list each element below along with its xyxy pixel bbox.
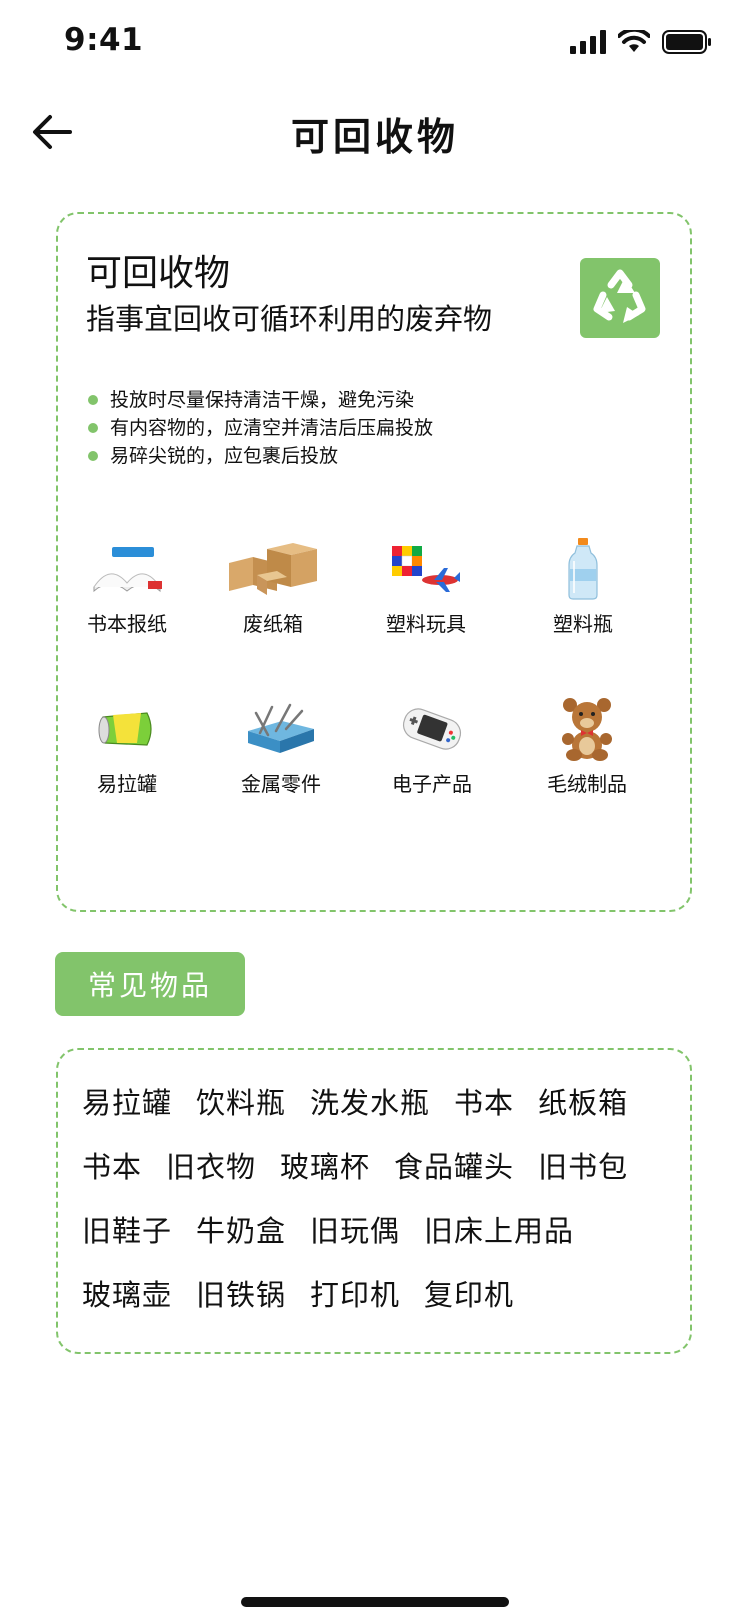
category-plastic-bottle[interactable]: 塑料瓶 [508,532,658,637]
tip-item: 投放时尽量保持清洁干燥，避免污染 [88,386,433,414]
card-subtitle: 指事宜回收可循环利用的废弃物 [86,302,493,336]
tip-item: 易碎尖锐的，应包裹后投放 [88,442,433,470]
item-chip[interactable]: 复印机 [424,1278,515,1312]
home-indicator[interactable] [241,1597,509,1607]
page-title: 可回收物 [290,115,459,159]
signal-icon [570,30,606,54]
bullet-dot [88,423,98,433]
status-time: 9:41 [64,22,144,58]
toy-icon [392,546,460,592]
item-chip[interactable]: 玻璃杯 [280,1150,371,1184]
nav-bar: 可回收物 [0,88,750,176]
item-chip[interactable]: 洗发水瓶 [310,1086,431,1120]
category-label: 金属零件 [241,772,321,796]
item-chip[interactable]: 旧衣物 [166,1150,257,1184]
item-chip[interactable]: 纸板箱 [538,1086,629,1120]
tips-list: 投放时尽量保持清洁干燥，避免污染 有内容物的，应清空并清洁后压扁投放 易碎尖锐的… [88,386,433,470]
wifi-icon [618,30,650,52]
back-button[interactable] [30,112,76,152]
item-chip[interactable]: 旧书包 [538,1150,629,1184]
item-chip[interactable]: 玻璃壶 [82,1278,173,1312]
item-chip[interactable]: 旧玩偶 [310,1214,401,1248]
card-title: 可回收物 [86,253,231,294]
category-label: 易拉罐 [97,772,157,796]
category-plastic-toys[interactable]: 塑料玩具 [351,532,501,637]
item-chip[interactable]: 旧床上用品 [424,1214,575,1248]
category-label: 塑料瓶 [553,612,613,636]
battery-icon [662,30,711,54]
item-chip[interactable]: 饮料瓶 [196,1086,287,1120]
category-electronics[interactable]: 电子产品 [357,692,507,797]
category-books[interactable]: 书本报纸 [52,532,202,637]
recycle-badge [580,258,660,338]
back-arrow-icon [33,115,72,149]
item-chip[interactable]: 牛奶盒 [196,1214,287,1248]
category-label: 电子产品 [392,772,472,796]
recycle-icon [593,269,646,323]
item-chip[interactable]: 旧鞋子 [82,1214,173,1248]
category-label: 书本报纸 [87,612,167,636]
tip-item: 有内容物的，应清空并清洁后压扁投放 [88,414,433,442]
category-metal-parts[interactable]: 金属零件 [206,692,356,797]
category-label: 塑料玩具 [386,612,466,636]
item-row: 书本 旧衣物 玻璃杯 食品罐头 旧书包 [82,1144,652,1186]
tip-text: 有内容物的，应清空并清洁后压扁投放 [110,417,434,439]
can-icon [98,712,152,746]
book-icon [93,547,162,593]
category-label: 毛绒制品 [547,772,627,796]
teddy-bear-icon [562,698,612,761]
plastic-bottle-icon [568,538,598,600]
tip-text: 投放时尽量保持清洁干燥，避免污染 [110,389,415,411]
metal-parts-icon [248,703,314,753]
status-icons [570,30,712,54]
common-items-card: 易拉罐 饮料瓶 洗发水瓶 书本 纸板箱 书本 旧衣物 玻璃杯 食品罐头 旧书包 … [56,1048,692,1354]
category-info-card: 可回收物 指事宜回收可循环利用的废弃物 投放时尽量保持清洁干燥，避免污染 有内容… [56,212,692,912]
category-plush[interactable]: 毛绒制品 [512,692,662,797]
item-row: 玻璃壶 旧铁锅 打印机 复印机 [82,1272,538,1314]
category-label: 废纸箱 [243,612,303,636]
item-chip[interactable]: 书本 [454,1086,515,1120]
category-cardboard[interactable]: 废纸箱 [198,532,348,637]
item-row: 旧鞋子 牛奶盒 旧玩偶 旧床上用品 [82,1208,598,1250]
item-chip[interactable]: 旧铁锅 [196,1278,287,1312]
common-items-tag: 常见物品 [55,952,245,1016]
item-chip[interactable]: 食品罐头 [394,1150,515,1184]
tip-text: 易碎尖锐的，应包裹后投放 [110,445,339,467]
status-bar: 9:41 [0,0,750,88]
bullet-dot [88,451,98,461]
game-console-icon [402,708,462,750]
cardboard-box-icon [229,543,317,595]
category-cans[interactable]: 易拉罐 [52,692,202,797]
item-row: 易拉罐 饮料瓶 洗发水瓶 书本 纸板箱 [82,1080,652,1122]
item-chip[interactable]: 书本 [82,1150,143,1184]
item-chip[interactable]: 易拉罐 [82,1086,173,1120]
bullet-dot [88,395,98,405]
item-chip[interactable]: 打印机 [310,1278,401,1312]
